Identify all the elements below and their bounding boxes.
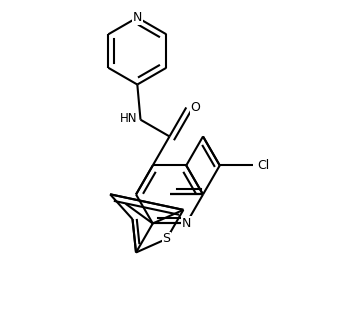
- Text: O: O: [190, 101, 200, 114]
- Text: HN: HN: [120, 112, 137, 125]
- Text: S: S: [163, 232, 171, 245]
- Text: N: N: [182, 217, 191, 230]
- Text: N: N: [133, 11, 142, 24]
- Text: Cl: Cl: [258, 159, 270, 172]
